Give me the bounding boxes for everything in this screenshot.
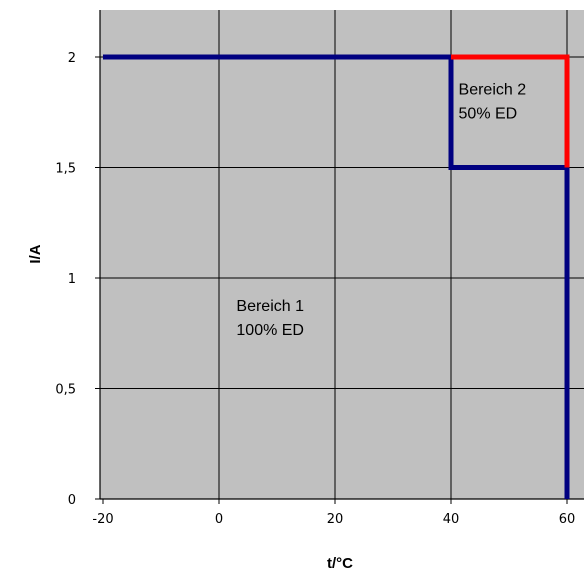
x-tick-label: 0: [215, 512, 223, 527]
series-line-1: [103, 54, 570, 499]
series-lines: [103, 54, 570, 499]
x-tick-label: 60: [559, 512, 576, 527]
tick-labels: -20 0 20 40 60 0 0,5 1 1,5 2: [55, 51, 575, 527]
annotations: Bereich 1 100% ED Bereich 2 50% ED: [236, 82, 526, 340]
y-axis-title: I/A: [27, 244, 44, 263]
x-tick-label: -20: [92, 512, 113, 527]
region-label-1: 100% ED: [236, 322, 304, 339]
y-tick-label: 1: [68, 272, 76, 287]
y-tick-label: 0: [68, 493, 76, 508]
y-tick-label: 2: [68, 51, 76, 66]
x-tick-label: 20: [327, 512, 344, 527]
plot-area: [100, 10, 584, 499]
region-label-2: 50% ED: [459, 106, 518, 123]
series-line-2: [451, 54, 570, 168]
x-axis-title: t/°C: [327, 555, 353, 572]
y-tick-label: 0,5: [55, 383, 76, 398]
y-tick-label: 1,5: [55, 162, 76, 177]
region-label-2: Bereich 2: [459, 82, 527, 99]
axes: [99, 10, 584, 500]
x-tick-label: 40: [443, 512, 460, 527]
region-label-1: Bereich 1: [236, 298, 304, 315]
